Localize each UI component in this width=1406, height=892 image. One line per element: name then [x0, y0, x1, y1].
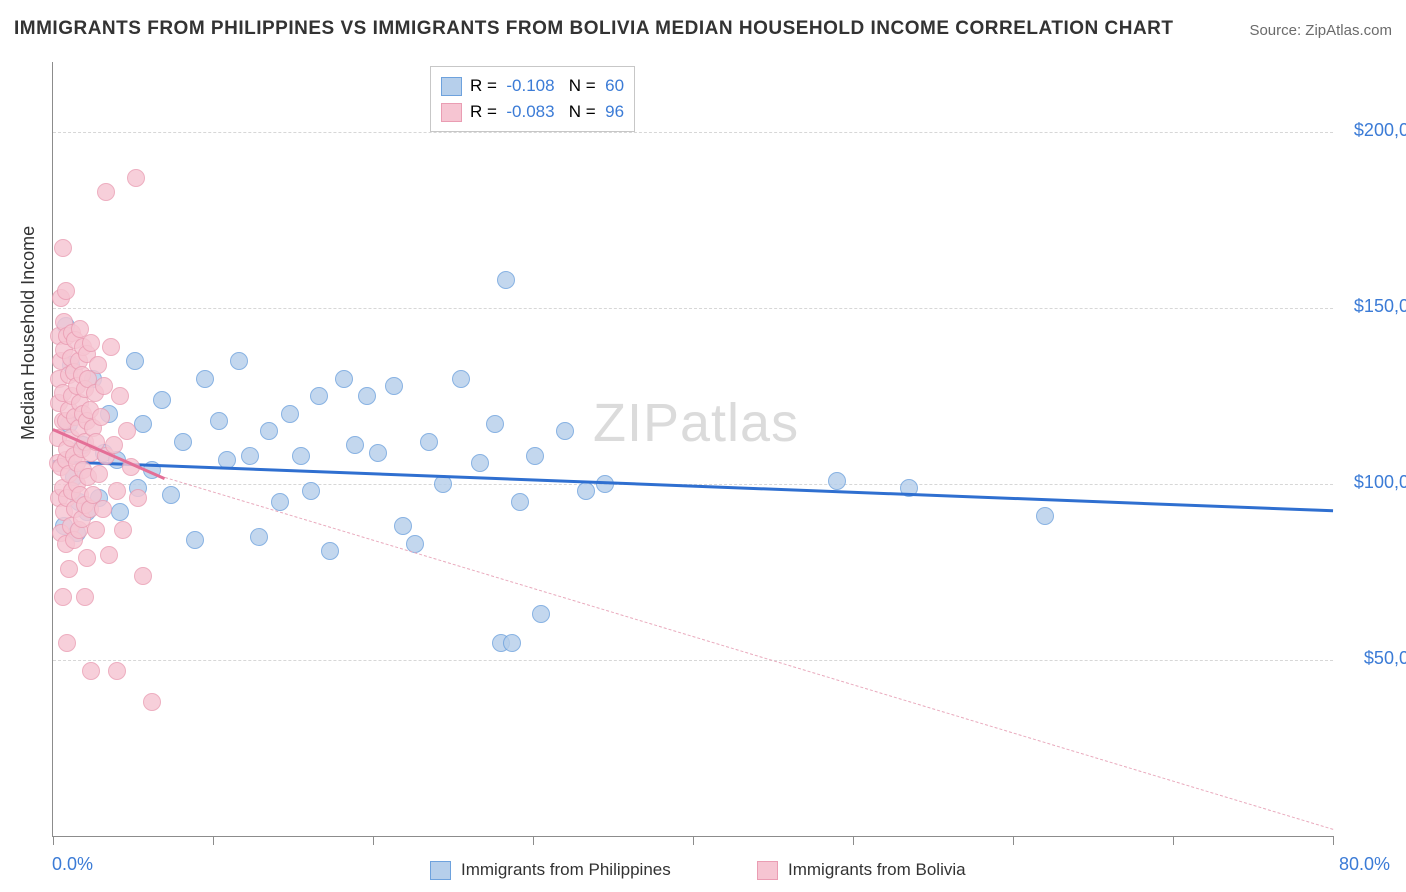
data-point	[434, 475, 452, 493]
data-point	[134, 415, 152, 433]
data-point	[394, 517, 412, 535]
data-point	[196, 370, 214, 388]
x-axis-max-label: 80.0%	[1339, 854, 1390, 875]
data-point	[310, 387, 328, 405]
data-point	[471, 454, 489, 472]
data-point	[153, 391, 171, 409]
source-attribution: Source: ZipAtlas.com	[1249, 22, 1392, 39]
data-point	[129, 489, 147, 507]
data-point	[526, 447, 544, 465]
data-point	[126, 352, 144, 370]
data-point	[111, 387, 129, 405]
data-point	[57, 282, 75, 300]
data-point	[556, 422, 574, 440]
data-point	[385, 377, 403, 395]
data-point	[828, 472, 846, 490]
data-point	[420, 433, 438, 451]
data-point	[210, 412, 228, 430]
data-point	[89, 356, 107, 374]
data-point	[260, 422, 278, 440]
data-point	[118, 422, 136, 440]
data-point	[90, 465, 108, 483]
data-point	[596, 475, 614, 493]
data-point	[532, 605, 550, 623]
legend-item-philippines: Immigrants from Philippines	[430, 860, 671, 880]
data-point	[108, 662, 126, 680]
data-point	[102, 338, 120, 356]
data-point	[503, 634, 521, 652]
data-point	[143, 693, 161, 711]
data-point	[358, 387, 376, 405]
data-point	[108, 482, 126, 500]
data-point	[76, 588, 94, 606]
data-point	[335, 370, 353, 388]
data-point	[321, 542, 339, 560]
data-point	[78, 549, 96, 567]
data-point	[92, 408, 110, 426]
chart-title: IMMIGRANTS FROM PHILIPPINES VS IMMIGRANT…	[14, 18, 1174, 40]
data-point	[97, 183, 115, 201]
data-point	[230, 352, 248, 370]
legend-row-bolivia: R = -0.083 N = 96	[441, 99, 624, 125]
data-point	[174, 433, 192, 451]
data-point	[95, 377, 113, 395]
data-point	[346, 436, 364, 454]
data-point	[58, 634, 76, 652]
chart-container: IMMIGRANTS FROM PHILIPPINES VS IMMIGRANT…	[0, 0, 1406, 892]
data-point	[271, 493, 289, 511]
x-axis-min-label: 0.0%	[52, 854, 93, 875]
data-point	[82, 662, 100, 680]
y-axis-label: Median Household Income	[18, 226, 39, 440]
data-point	[87, 521, 105, 539]
data-point	[186, 531, 204, 549]
data-point	[114, 521, 132, 539]
data-point	[162, 486, 180, 504]
data-point	[486, 415, 504, 433]
correlation-stats-legend: R = -0.108 N = 60R = -0.083 N = 96	[430, 66, 635, 132]
data-point	[497, 271, 515, 289]
watermark: ZIPatlas	[593, 392, 799, 454]
data-point	[292, 447, 310, 465]
data-point	[82, 334, 100, 352]
data-point	[94, 500, 112, 518]
data-point	[111, 503, 129, 521]
data-point	[54, 239, 72, 257]
data-point	[241, 447, 259, 465]
data-point	[452, 370, 470, 388]
data-point	[250, 528, 268, 546]
data-point	[281, 405, 299, 423]
plot-area: ZIPatlas $50,000$100,000$150,000$200,000	[52, 62, 1333, 837]
data-point	[100, 546, 118, 564]
data-point	[1036, 507, 1054, 525]
data-point	[511, 493, 529, 511]
data-point	[54, 588, 72, 606]
data-point	[302, 482, 320, 500]
data-point	[60, 560, 78, 578]
legend-row-philippines: R = -0.108 N = 60	[441, 73, 624, 99]
data-point	[369, 444, 387, 462]
data-point	[134, 567, 152, 585]
data-point	[127, 169, 145, 187]
legend-item-bolivia: Immigrants from Bolivia	[757, 860, 966, 880]
data-point	[577, 482, 595, 500]
